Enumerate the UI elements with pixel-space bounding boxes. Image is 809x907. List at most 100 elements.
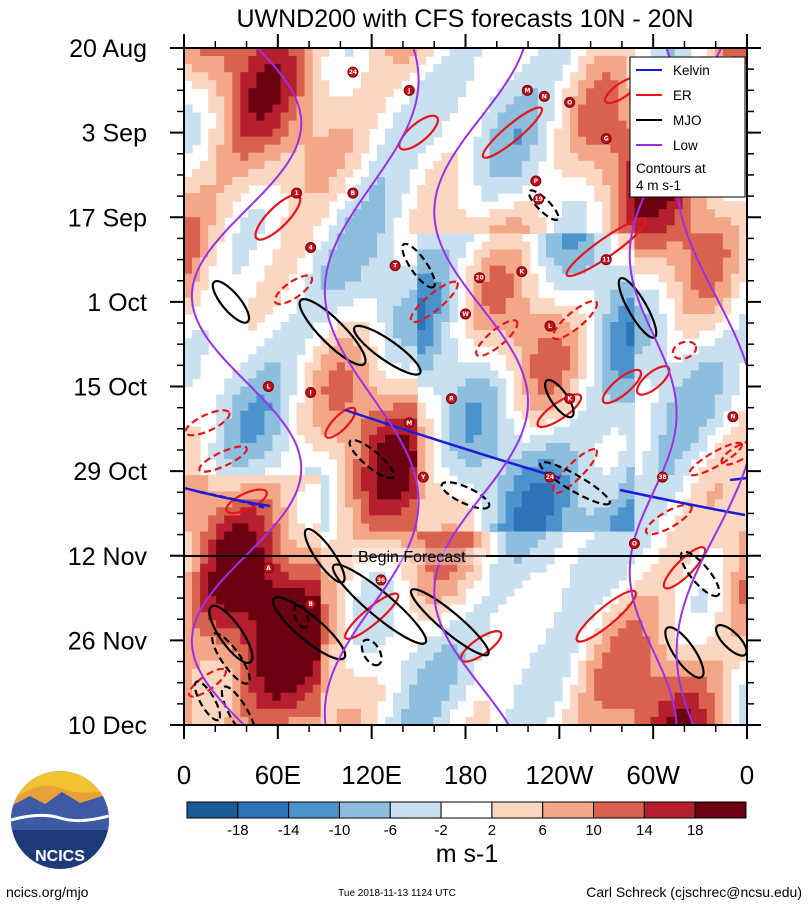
- heatmap-cell: [586, 450, 595, 460]
- heatmap-cell: [570, 620, 579, 629]
- heatmap-cell: [650, 499, 660, 508]
- heatmap-cell: [602, 378, 611, 388]
- heatmap-cell: [352, 716, 362, 725]
- heatmap-cell: [192, 491, 201, 500]
- storm-marker: L: [544, 320, 556, 332]
- heatmap-cell: [570, 136, 579, 146]
- heatmap-cell: [409, 499, 418, 508]
- heatmap-cell: [377, 370, 386, 380]
- heatmap-cell: [409, 152, 418, 162]
- heatmap-cell: [393, 555, 402, 565]
- heatmap-cell: [272, 523, 282, 533]
- heatmap-cell: [578, 80, 587, 89]
- heatmap-cell: [248, 604, 257, 613]
- heatmap-cell: [409, 684, 418, 694]
- heatmap-cell: [730, 515, 740, 525]
- heatmap-cell: [312, 305, 322, 315]
- heatmap-cell: [216, 64, 225, 73]
- heatmap-cell: [594, 96, 603, 106]
- heatmap-cell: [586, 144, 595, 154]
- heatmap-cell: [618, 88, 627, 97]
- heatmap-cell: [698, 217, 708, 226]
- heatmap-cell: [336, 136, 346, 146]
- heatmap-cell: [610, 467, 619, 476]
- heatmap-cell: [393, 128, 402, 138]
- heatmap-cell: [232, 491, 241, 500]
- heatmap-cell: [634, 313, 644, 323]
- heatmap-cell: [336, 716, 346, 725]
- heatmap-cell: [401, 660, 410, 670]
- heatmap-cell: [352, 467, 362, 476]
- footer-url[interactable]: ncics.org/mjo: [6, 884, 89, 900]
- heatmap-cell: [200, 684, 209, 694]
- heatmap-cell: [352, 434, 362, 444]
- heatmap-cell: [328, 265, 338, 275]
- heatmap-cell: [385, 539, 394, 549]
- heatmap-cell: [481, 362, 491, 371]
- heatmap-cell: [240, 225, 249, 234]
- heatmap-cell: [409, 217, 418, 226]
- heatmap-cell: [272, 249, 282, 259]
- heatmap-cell: [280, 579, 290, 589]
- heatmap-cell: [513, 281, 523, 291]
- heatmap-cell: [280, 652, 290, 662]
- heatmap-cell: [594, 354, 603, 363]
- heatmap-cell: [328, 185, 338, 194]
- heatmap-cell: [296, 676, 306, 686]
- heatmap-cell: [698, 233, 708, 243]
- heatmap-cell: [240, 128, 249, 138]
- heatmap-cell: [674, 386, 684, 396]
- heatmap-cell: [465, 612, 475, 621]
- heatmap-cell: [481, 475, 491, 484]
- heatmap-cell: [393, 48, 402, 57]
- heatmap-cell: [385, 273, 394, 283]
- heatmap-cell: [280, 265, 290, 275]
- heatmap-cell: [610, 193, 619, 202]
- heatmap-cell: [409, 394, 418, 404]
- heatmap-cell: [578, 233, 587, 243]
- heatmap-cell: [425, 660, 434, 670]
- heatmap-cell: [368, 209, 378, 218]
- colorbar-tick-label: -6: [384, 822, 397, 839]
- heatmap-cell: [409, 330, 418, 339]
- heatmap-cell: [682, 515, 692, 525]
- heatmap-cell: [296, 483, 306, 492]
- heatmap-cell: [393, 120, 402, 130]
- heatmap-cell: [200, 620, 209, 629]
- heatmap-cell: [296, 708, 306, 718]
- heatmap-cell: [184, 531, 193, 541]
- heatmap-cell: [280, 168, 290, 178]
- heatmap-cell: [240, 426, 249, 436]
- heatmap-cell: [312, 136, 322, 146]
- heatmap-cell: [385, 507, 394, 517]
- heatmap-cell: [497, 499, 507, 508]
- heatmap-cell: [417, 523, 426, 533]
- heatmap-cell: [562, 338, 571, 347]
- heatmap-cell: [208, 531, 217, 541]
- heatmap-cell: [352, 628, 362, 637]
- heatmap-cell: [578, 273, 587, 283]
- heatmap-cell: [304, 144, 314, 154]
- heatmap-cell: [288, 475, 298, 484]
- heatmap-cell: [730, 217, 740, 226]
- heatmap-cell: [224, 152, 233, 162]
- mjo-contour: [679, 550, 721, 598]
- heatmap-cell: [618, 225, 627, 234]
- heatmap-cell: [200, 233, 209, 243]
- heatmap-cell: [642, 531, 652, 541]
- heatmap-cell: [232, 193, 241, 202]
- heatmap-cell: [208, 209, 217, 218]
- heatmap-cell: [714, 716, 724, 725]
- heatmap-cell: [433, 168, 442, 178]
- heatmap-cell: [513, 346, 523, 355]
- heatmap-cell: [425, 322, 434, 331]
- heatmap-cell: [352, 112, 362, 122]
- heatmap-cell: [433, 692, 442, 702]
- heatmap-cell: [578, 692, 587, 702]
- heatmap-cell: [497, 475, 507, 484]
- heatmap-cell: [465, 305, 475, 315]
- y-tick-label: 17 Sep: [68, 204, 147, 232]
- heatmap-cell: [489, 136, 499, 146]
- heatmap-cell: [626, 604, 635, 613]
- heatmap-cell: [618, 612, 627, 621]
